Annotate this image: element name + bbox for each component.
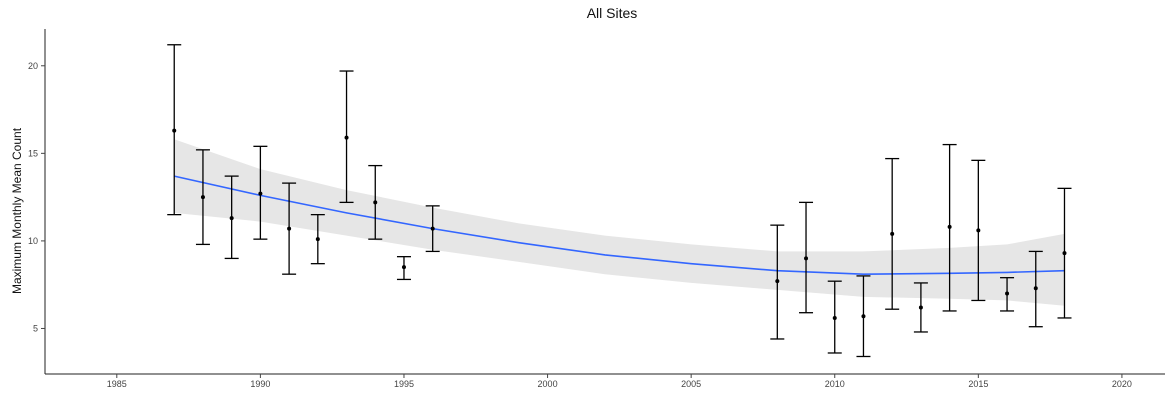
x-tick-label: 2020 (1112, 379, 1132, 389)
smooth-trend-line (174, 175, 1065, 276)
data-point (172, 128, 177, 133)
y-tick-label: 5 (33, 323, 38, 333)
data-point (229, 216, 234, 221)
data-point (976, 228, 981, 233)
data-point (344, 135, 349, 140)
data-point (1062, 251, 1067, 256)
confidence-band-layer (174, 139, 1065, 306)
y-tick-label: 10 (28, 236, 38, 246)
x-tick-label: 2015 (968, 379, 988, 389)
data-point (430, 226, 435, 231)
chart-title: All Sites (587, 5, 638, 21)
data-point (775, 279, 780, 284)
data-point (861, 314, 866, 319)
data-point (832, 315, 837, 320)
data-point (287, 226, 292, 231)
data-point (315, 237, 320, 242)
data-point (890, 231, 895, 236)
data-point (1005, 291, 1010, 296)
smooth-line-layer (174, 175, 1065, 276)
x-tick-label: 1985 (107, 379, 127, 389)
x-tick-label: 1995 (394, 379, 414, 389)
data-point (947, 224, 952, 229)
x-tick-label: 2000 (538, 379, 558, 389)
data-point (401, 265, 406, 270)
x-tick-label: 1990 (250, 379, 270, 389)
confidence-band (174, 139, 1065, 306)
data-point (200, 195, 205, 200)
data-point (918, 305, 923, 310)
data-point (373, 200, 378, 205)
data-point (1033, 286, 1038, 291)
x-tick-label: 2010 (825, 379, 845, 389)
data-point (804, 256, 809, 261)
y-axis-title: Maximum Monthly Mean Count (10, 127, 24, 294)
y-tick-label: 20 (28, 61, 38, 71)
x-tick-label: 2005 (681, 379, 701, 389)
data-point (258, 191, 263, 196)
axes: 1985 1990 1995 2000 2005 2010 2015 2020 5 10 15 20 (28, 29, 1165, 389)
y-tick-label: 15 (28, 148, 38, 158)
point-layer (172, 128, 1067, 320)
